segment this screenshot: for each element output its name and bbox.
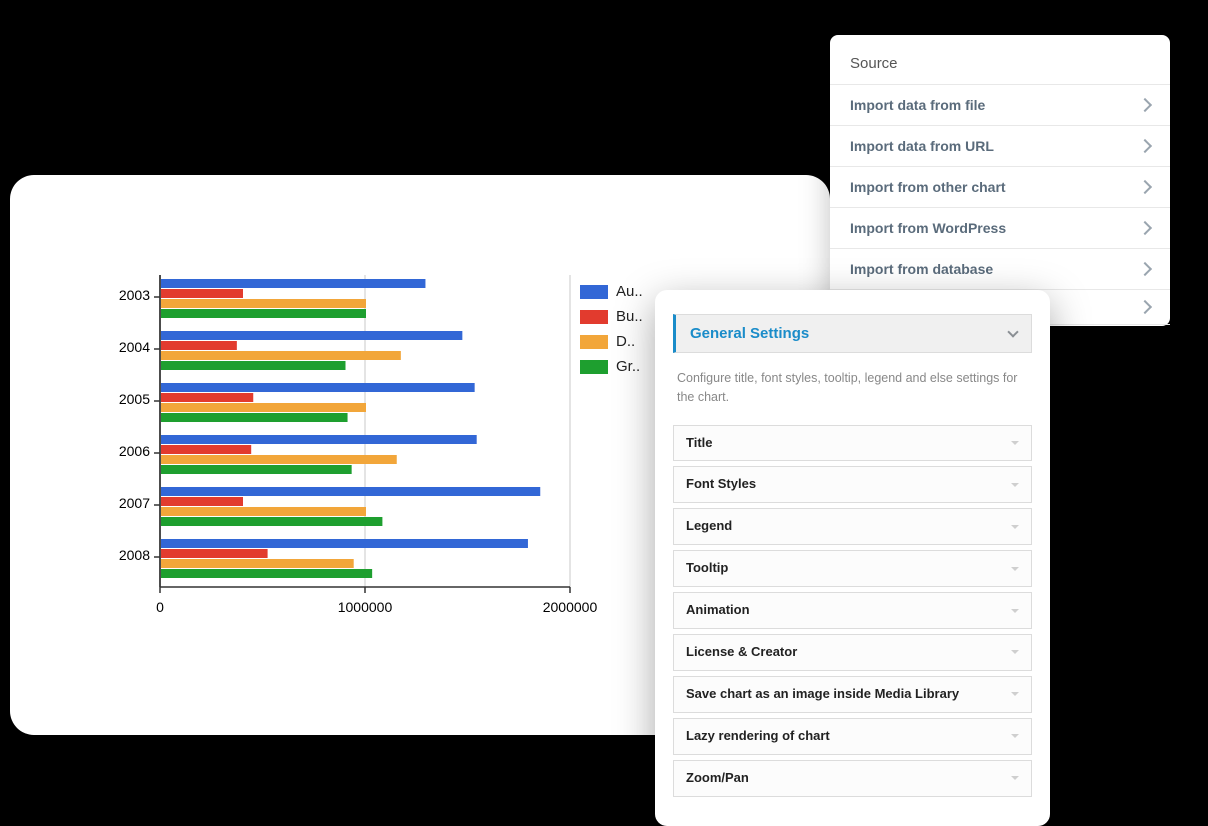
settings-description: Configure title, font styles, tooltip, l… (673, 369, 1032, 425)
settings-option-label: Lazy rendering of chart (686, 728, 830, 745)
legend-swatch (580, 360, 608, 374)
source-panel: Source Import data from file Import data … (830, 35, 1170, 326)
settings-option-label: Animation (686, 602, 750, 619)
chart-y-label: 2004 (90, 339, 150, 355)
chart-bar (161, 539, 528, 548)
chart-bar (161, 351, 401, 360)
caret-down-icon (1011, 483, 1019, 487)
chart-bar (161, 413, 348, 422)
caret-down-icon (1011, 734, 1019, 738)
settings-option-label: License & Creator (686, 644, 797, 661)
settings-option[interactable]: Font Styles (673, 466, 1032, 503)
settings-panel: General Settings Configure title, font s… (655, 290, 1050, 826)
caret-down-icon (1011, 525, 1019, 529)
settings-option[interactable]: Legend (673, 508, 1032, 545)
source-item[interactable]: Import data from file (830, 84, 1170, 125)
settings-option-label: Font Styles (686, 476, 756, 493)
chevron-right-icon (1138, 221, 1152, 235)
settings-option[interactable]: License & Creator (673, 634, 1032, 671)
legend-label: D.. (616, 333, 635, 350)
chart-legend: Au.. Bu.. D.. Gr.. (580, 283, 643, 383)
settings-option[interactable]: Lazy rendering of chart (673, 718, 1032, 755)
settings-option-label: Save chart as an image inside Media Libr… (686, 686, 959, 703)
chart-bar (161, 517, 382, 526)
chart-bar (161, 341, 237, 350)
settings-option-label: Zoom/Pan (686, 770, 749, 787)
source-item[interactable]: Import from other chart (830, 166, 1170, 207)
caret-down-icon (1011, 609, 1019, 613)
chart-bar (161, 569, 372, 578)
chart-bar (161, 331, 462, 340)
chart-bar (161, 487, 540, 496)
settings-option[interactable]: Tooltip (673, 550, 1032, 587)
source-item[interactable]: Import from database (830, 248, 1170, 289)
legend-item: Bu.. (580, 308, 643, 325)
settings-option[interactable]: Zoom/Pan (673, 760, 1032, 797)
source-item-label: Import from other chart (850, 179, 1006, 195)
chart-bar (161, 507, 366, 516)
chart-bar (161, 393, 253, 402)
settings-option[interactable]: Title (673, 425, 1032, 462)
chevron-down-icon (1007, 326, 1018, 337)
chart-bar (161, 361, 346, 370)
chevron-right-icon (1138, 300, 1152, 314)
chart-y-label: 2008 (90, 547, 150, 563)
chart-bar (161, 383, 475, 392)
chevron-right-icon (1138, 262, 1152, 276)
chart-x-label: 0 (110, 599, 210, 615)
chart-bar (161, 435, 477, 444)
chart-bar (161, 403, 366, 412)
chart-y-label: 2006 (90, 443, 150, 459)
caret-down-icon (1011, 692, 1019, 696)
chart-bar (161, 279, 425, 288)
settings-option-label: Tooltip (686, 560, 728, 577)
chart-bar (161, 445, 251, 454)
source-item[interactable]: Import data from URL (830, 125, 1170, 166)
chevron-right-icon (1138, 139, 1152, 153)
legend-swatch (580, 310, 608, 324)
settings-header[interactable]: General Settings (673, 314, 1032, 353)
chart-bar (161, 497, 243, 506)
chart-bar (161, 299, 366, 308)
legend-item: Gr.. (580, 358, 643, 375)
chart-bar (161, 559, 354, 568)
legend-swatch (580, 285, 608, 299)
settings-option[interactable]: Save chart as an image inside Media Libr… (673, 676, 1032, 713)
chart-x-label: 2000000 (520, 599, 620, 615)
legend-item: D.. (580, 333, 643, 350)
caret-down-icon (1011, 650, 1019, 654)
chevron-right-icon (1138, 98, 1152, 112)
chart-bar (161, 289, 243, 298)
chart-y-label: 2007 (90, 495, 150, 511)
chart-plot-area (80, 275, 600, 635)
chart-y-label: 2005 (90, 391, 150, 407)
source-item[interactable]: Import from WordPress (830, 207, 1170, 248)
legend-label: Bu.. (616, 308, 643, 325)
legend-label: Gr.. (616, 358, 640, 375)
settings-header-title: General Settings (690, 325, 809, 342)
legend-swatch (580, 335, 608, 349)
legend-label: Au.. (616, 283, 643, 300)
chevron-right-icon (1138, 180, 1152, 194)
chart-bar (161, 309, 366, 318)
source-title: Source (830, 35, 1170, 84)
chart-bar (161, 549, 268, 558)
legend-item: Au.. (580, 283, 643, 300)
source-item-label: Import data from file (850, 97, 985, 113)
settings-option-label: Legend (686, 518, 732, 535)
chart-bar (161, 465, 352, 474)
settings-option-label: Title (686, 435, 713, 452)
caret-down-icon (1011, 441, 1019, 445)
source-item-label: Import data from URL (850, 138, 994, 154)
source-item-label: Import from database (850, 261, 993, 277)
settings-option[interactable]: Animation (673, 592, 1032, 629)
chart-bar (161, 455, 397, 464)
caret-down-icon (1011, 776, 1019, 780)
chart-x-label: 1000000 (315, 599, 415, 615)
caret-down-icon (1011, 567, 1019, 571)
chart-y-label: 2003 (90, 287, 150, 303)
source-item-label: Import from WordPress (850, 220, 1006, 236)
